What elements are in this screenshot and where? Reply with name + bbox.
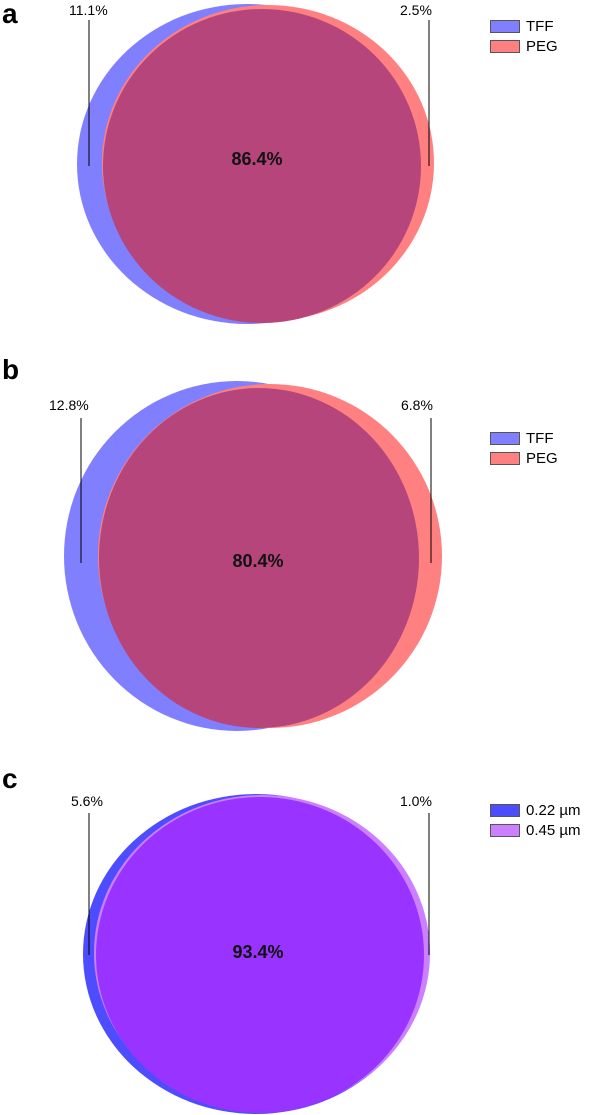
panel-letter-b: b — [2, 354, 20, 385]
venn-panel-b: b 12.8% 6.8% 80.4% TFF PEG — [0, 356, 594, 736]
label-only-first: 5.6% — [71, 793, 103, 809]
legend-swatch — [490, 39, 520, 53]
legend-label: PEG — [526, 37, 558, 55]
venn-svg-c: 5.6% 1.0% 93.4% — [71, 793, 432, 1114]
legend-label: TFF — [526, 17, 554, 35]
legend-swatch — [490, 823, 520, 837]
legend-swatch — [490, 803, 520, 817]
legend-label: 0.45 µm — [526, 821, 581, 839]
legend-swatch — [490, 19, 520, 33]
overlap-region — [99, 388, 419, 728]
legend-label: TFF — [526, 429, 554, 447]
legend-swatch — [490, 451, 520, 465]
legend-b: TFF PEG — [490, 429, 558, 467]
legend-item: TFF — [490, 17, 558, 35]
legend-swatch — [490, 431, 520, 445]
panel-letter-a: a — [2, 0, 18, 29]
label-only-first: 11.1% — [69, 2, 108, 18]
panel-letter-c: c — [2, 763, 18, 794]
label-overlap: 80.4% — [232, 551, 283, 571]
legend-item: PEG — [490, 449, 558, 467]
legend-a: TFF PEG — [490, 17, 558, 55]
label-overlap: 93.4% — [232, 942, 283, 962]
venn-panel-a: a 11.1% 2.5% 86.4% TFF PEG — [0, 0, 594, 340]
legend-item: TFF — [490, 429, 558, 447]
overlap-region — [103, 9, 421, 323]
overlap-region — [96, 797, 424, 1113]
legend-label: PEG — [526, 449, 558, 467]
label-only-first: 12.8% — [49, 397, 89, 413]
legend-item: 0.22 µm — [490, 801, 581, 819]
legend-item: PEG — [490, 37, 558, 55]
venn-svg-b: 12.8% 6.8% 80.4% — [49, 381, 442, 731]
label-only-second: 2.5% — [400, 2, 432, 18]
venn-panel-c: c 5.6% 1.0% 93.4% 0.22 µm 0.45 µm — [0, 765, 594, 1115]
label-only-second: 1.0% — [400, 793, 432, 809]
venn-svg-a: 11.1% 2.5% 86.4% — [69, 2, 434, 324]
legend-c: 0.22 µm 0.45 µm — [490, 801, 581, 839]
label-overlap: 86.4% — [231, 149, 282, 169]
legend-item: 0.45 µm — [490, 821, 581, 839]
legend-label: 0.22 µm — [526, 801, 581, 819]
label-only-second: 6.8% — [401, 397, 433, 413]
